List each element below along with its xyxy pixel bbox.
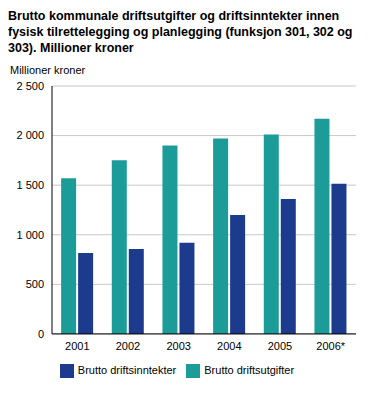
svg-text:2002: 2002	[116, 340, 140, 352]
svg-text:500: 500	[26, 278, 44, 290]
html-text:Brutto kommunale driftsutgifte: Brutto kommunale driftsutgifter og drift…	[8, 9, 353, 55]
html-text:Brutto driftsinntekter: Brutto driftsinntekter	[77, 363, 177, 376]
svg-text:2 000: 2 000	[16, 129, 44, 141]
svg-text:0: 0	[38, 328, 44, 340]
svg-text:2005: 2005	[268, 340, 292, 352]
html-text:Millioner kroner: Millioner kroner	[10, 64, 86, 76]
svg-text:1 000: 1 000	[16, 229, 44, 241]
svg-text:2004: 2004	[217, 340, 241, 352]
svg-text:2003: 2003	[166, 340, 190, 352]
html-text:Brutto driftsutgifter: Brutto driftsutgifter	[204, 363, 295, 376]
svg-text:2001: 2001	[65, 340, 89, 352]
svg-text:2006*: 2006*	[316, 340, 345, 352]
svg-text:1 500: 1 500	[16, 179, 44, 191]
svg-text:2 500: 2 500	[16, 80, 44, 92]
